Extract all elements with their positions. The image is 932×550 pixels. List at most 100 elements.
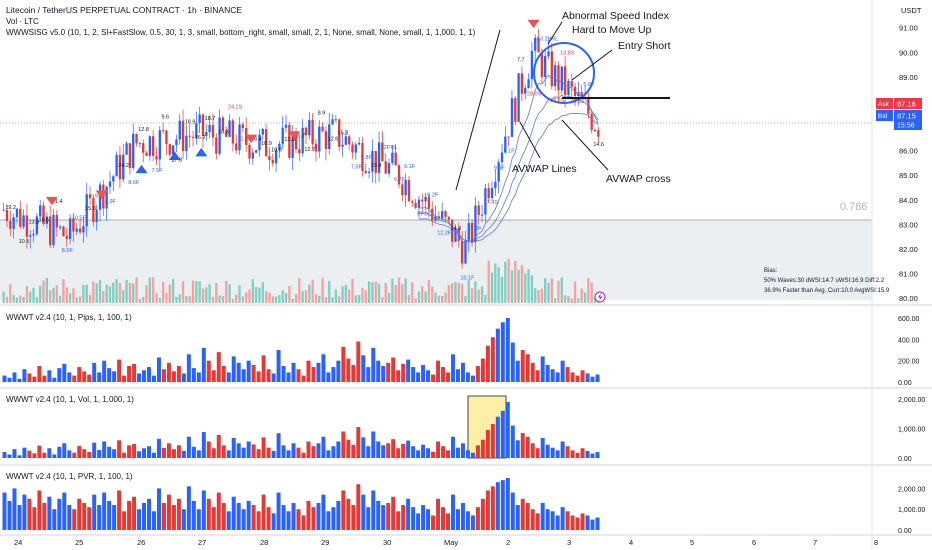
price-candle: [298, 149, 301, 154]
oscillator-bar: [112, 449, 117, 458]
price-candle: [560, 66, 563, 91]
oscillator-bar: [545, 364, 550, 382]
oscillator-bar: [181, 450, 186, 458]
time-axis-label: 28: [260, 538, 268, 547]
volume-bar: [175, 296, 178, 303]
price-candle: [135, 133, 138, 144]
oscillator-bar: [580, 370, 585, 382]
buy-triangle-icon: [195, 147, 208, 157]
price-tick-label: 91.00: [899, 24, 918, 33]
volume-bar: [19, 295, 22, 303]
oscillator-bar: [376, 500, 381, 530]
pips-pane-title[interactable]: WWWT v2.4 (10, 1, Pips, 1, 100, 1): [6, 313, 132, 322]
price-candle: [357, 142, 361, 145]
oscillator-bar: [271, 450, 276, 458]
price-candle: [437, 216, 441, 219]
oscillator-bar: [351, 444, 356, 458]
volume-bar: [52, 287, 55, 303]
indicator-legend[interactable]: WWWSISG v5.0 (10, 1, 2, Sl+FastSlow, 0.5…: [6, 28, 476, 37]
oscillator-bar: [515, 440, 520, 458]
price-candle: [391, 152, 394, 164]
oscillator-bar: [42, 375, 47, 382]
volume-bar: [25, 286, 29, 303]
oscillator-bar: [251, 444, 256, 458]
oscillator-bar: [241, 447, 246, 458]
volume-bar: [125, 279, 128, 303]
oscillator-bar: [82, 502, 87, 530]
oscillator-bar: [595, 452, 600, 458]
price-candle: [254, 150, 258, 153]
oscillator-bar: [77, 445, 82, 458]
oscillator-bar: [97, 505, 102, 530]
oscillator-bar: [431, 515, 436, 530]
volume-bar: [477, 289, 480, 303]
oscillator-bar: [12, 372, 17, 382]
wave-label: 19.9: [371, 163, 382, 169]
annotation-avwap-lines: AVWAP Lines: [512, 163, 577, 175]
price-scale[interactable]: 91.0090.0089.0088.0087.0086.0085.0084.00…: [899, 24, 918, 303]
oscillator-bar: [117, 359, 122, 382]
price-candle: [351, 144, 354, 153]
oscillator-bar: [535, 448, 540, 458]
oscillator-bar: [12, 449, 17, 458]
price-candle: [155, 156, 158, 160]
price-candle: [324, 131, 328, 149]
volume-legend[interactable]: Vol · LTC: [6, 17, 39, 26]
vol-pane-title[interactable]: WWWT v2.4 (10, 1, Vol, 1, 1,000, 1): [6, 395, 134, 404]
oscillator-bar: [416, 450, 421, 458]
volume-bar: [245, 292, 248, 303]
price-candle: [35, 216, 39, 235]
volume-bar: [102, 291, 105, 303]
price-candle: [318, 126, 321, 152]
oscillator-bar: [251, 364, 256, 382]
oscillator-bar: [550, 369, 555, 382]
oscillator-bar: [286, 511, 291, 530]
wave-label: 9.3F: [470, 226, 482, 232]
volume-bar: [161, 281, 165, 303]
volume-bar: [181, 281, 185, 303]
oscillator-bar: [570, 450, 575, 458]
volume-bar: [367, 281, 371, 303]
time-axis[interactable]: 24 25 26 27 28 29 30 May 2 3 4 5 6 7 8: [14, 538, 878, 547]
price-candle: [95, 209, 98, 222]
pvr-scale-tick-label: 2,000.00: [898, 486, 925, 493]
oscillator-bar: [426, 370, 431, 382]
wave-label: 12.0: [284, 137, 295, 143]
oscillator-bar: [411, 446, 416, 458]
price-candle: [72, 218, 75, 232]
ask-tag: [876, 98, 893, 109]
oscillator-bar: [431, 451, 436, 458]
wave-label: 6.2F: [427, 193, 439, 199]
volume-bar: [72, 288, 75, 303]
wave-label: 15.3: [338, 131, 349, 137]
volume-bar: [587, 278, 590, 303]
wave-label: 12.7: [304, 147, 315, 153]
pvr-pane-title[interactable]: WWWT v2.4 (10, 1, PVR, 1, 100, 1): [6, 472, 133, 481]
wave-label: 7.5F: [152, 168, 164, 174]
oscillator-bar: [166, 362, 171, 382]
wave-labels: 19.210.513.818.521.48.5F10.5F15.09.2F8.9…: [5, 36, 604, 281]
oscillator-bar: [391, 496, 396, 530]
oscillator-bar: [102, 492, 107, 530]
volume-bar: [78, 296, 82, 303]
volume-bar: [298, 278, 301, 303]
volume-bar: [514, 260, 517, 303]
price-candle: [55, 214, 58, 228]
wave-label: 24.1S: [228, 104, 243, 110]
oscillator-bar: [406, 440, 411, 458]
price-candle: [387, 163, 391, 174]
price-candle: [98, 184, 102, 210]
volume-bar: [268, 292, 271, 303]
price-candle: [271, 160, 274, 164]
oscillator-bar: [107, 500, 112, 530]
trend-line: [455, 29, 501, 191]
oscillator-bar: [510, 342, 515, 382]
oscillator-bar: [221, 445, 226, 458]
oscillator-bar: [590, 376, 595, 382]
pvr-scale-tick-label: 1,000.00: [898, 507, 925, 514]
volume-bar: [580, 288, 583, 303]
volume-bar: [417, 291, 421, 303]
oscillator-bar: [87, 451, 92, 458]
volume-bar: [29, 291, 32, 303]
